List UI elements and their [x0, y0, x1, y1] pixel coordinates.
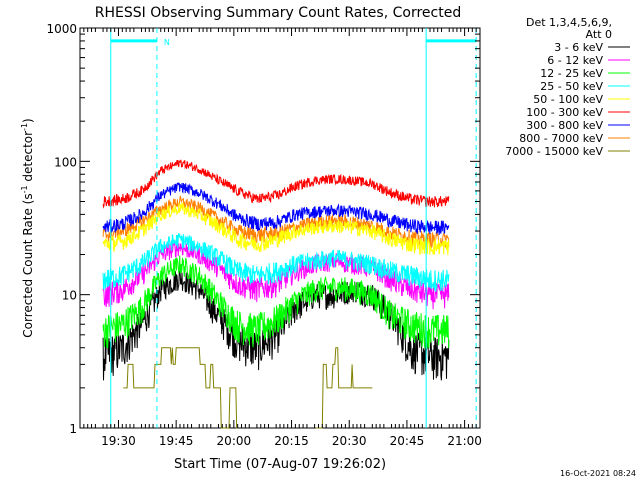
y-axis-label-end: ) [21, 118, 35, 123]
series-line-6 [102, 182, 450, 235]
y-tick-label: 100 [54, 155, 77, 169]
generation-timestamp: 16-Oct-2021 08:24 [560, 469, 636, 478]
legend-entry-label: 25 - 50 keV [540, 80, 603, 93]
series-line-8 [123, 347, 373, 429]
x-tick-label: 20:00 [217, 434, 252, 448]
series-line-4 [102, 202, 450, 256]
x-tick-label: 20:15 [274, 434, 309, 448]
tick-layer: 19:30 19:45 20:00 20:15 20:30 20:45 21:00 1 10 10… [46, 22, 481, 448]
legend-entry-label: 6 - 12 keV [547, 54, 603, 67]
y-tick-label: 10 [62, 289, 77, 303]
legend-entry-label: 3 - 6 keV [554, 41, 603, 54]
series-layer [102, 159, 450, 429]
legend-entry-label: 100 - 300 keV [526, 106, 603, 119]
legend-entry-label: 50 - 100 keV [533, 93, 603, 106]
series-line-3 [102, 232, 450, 292]
series-line-7 [102, 195, 450, 249]
marker-layer: N [110, 28, 477, 428]
series-line-2 [102, 255, 450, 349]
legend-header-line1: Det 1,3,4,5,6,9, [526, 16, 612, 29]
x-tick-label: 20:45 [390, 434, 425, 448]
x-tick-label: 20:30 [332, 434, 367, 448]
series-line-5 [102, 159, 450, 209]
y-axis-label-sup1: -1 [20, 185, 29, 193]
chart-title: RHESSI Observing Summary Count Rates, Co… [95, 5, 461, 21]
night-marker-label: N [164, 38, 170, 47]
legend-entry-label: 300 - 800 keV [526, 119, 603, 132]
y-axis-label-mid: detector [21, 131, 35, 186]
x-tick-label: 19:30 [101, 434, 136, 448]
y-tick-label: 1000 [46, 22, 77, 36]
y-axis-label-main: Corrected Count Rate (s [21, 193, 35, 337]
legend-entry-label: 12 - 25 keV [540, 67, 603, 80]
x-axis-label: Start Time (07-Aug-07 19:26:02) [174, 457, 386, 472]
y-axis-label: Corrected Count Rate (s-1 detector-1) [20, 118, 35, 337]
x-tick-label: 19:45 [159, 434, 194, 448]
y-axis-label-sup2: -1 [20, 123, 29, 131]
legend-entry-label: 800 - 7000 keV [519, 132, 603, 145]
y-tick-label: 1 [69, 422, 77, 436]
x-tick-label: 21:00 [447, 434, 482, 448]
legend-header-line2: Att 0 [586, 28, 612, 41]
legend-entry-label: 7000 - 15000 keV [505, 145, 603, 158]
